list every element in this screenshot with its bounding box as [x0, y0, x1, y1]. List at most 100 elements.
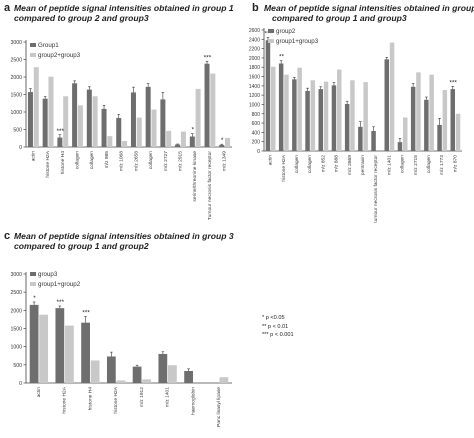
panel-b-title-line2: compared to group 1 and group3 [272, 13, 407, 23]
chart-b-bar-group [305, 90, 310, 151]
chart-b-xtick-label: m/z 852 [320, 155, 326, 173]
chart-b-bar-group [410, 86, 416, 151]
chart-b-significance-mark: *** [265, 30, 273, 37]
chart-c-xtick-label: haemoglobin [190, 387, 196, 415]
panel-b-title: Mean of peptide signal intensities obtai… [264, 3, 474, 23]
chart-c-xtick-label: histone H4 [87, 387, 93, 411]
chart-b-ytick-label: 1600 [249, 75, 260, 81]
chart-a-significance-mark: * [191, 127, 194, 134]
significance-p001: *** p < 0.001 [262, 332, 294, 338]
chart-c-ytick-label: 1000 [10, 345, 22, 351]
chart-a-bar-group [27, 92, 33, 147]
chart-b-ytick-label: 2400 [249, 37, 260, 43]
panel-letter-a: a [4, 2, 11, 14]
chart-a-ytick-label: 2000 [10, 75, 22, 81]
chart-b-bar-combined [403, 117, 408, 151]
chart-b-significance-mark: *** [449, 79, 457, 86]
chart-c-bar-group [184, 371, 193, 383]
chart-b-bar-combined [350, 80, 355, 151]
chart-c-ytick-label: 500 [13, 363, 22, 369]
chart-c-bar-group [29, 304, 39, 383]
chart-a-significance-mark: *** [56, 128, 64, 135]
chart-b-ytick-label: 2200 [249, 47, 260, 53]
panel-c: c Mean of peptide signal intensities obt… [0, 228, 240, 438]
panel-c-title-line1: Mean of peptide signal intensities obtai… [14, 231, 234, 241]
chart-b-bar-combined [337, 69, 342, 151]
chart-c-bar-group [81, 322, 90, 383]
chart-b-xtick-label: m/z 1401 [386, 155, 392, 175]
chart-b-bar-combined [455, 113, 461, 151]
chart-a-bar-group [72, 83, 78, 147]
chart-b-ytick-label: 1800 [249, 65, 260, 71]
chart-c-significance-mark: * [33, 295, 36, 302]
chart-c-bar-combined [39, 314, 49, 383]
chart-a-legend-swatch [30, 43, 36, 47]
chart-c-ytick-label: 2500 [10, 290, 22, 296]
panel-letter-c: c [4, 230, 11, 242]
chart-a-bar-group [116, 117, 122, 147]
chart-b-bar-group [450, 89, 455, 151]
chart-a-bar-group [86, 89, 92, 147]
chart-b-xtick-label: m/z 1773 [439, 155, 445, 175]
chart-b-legend-label: group2 [276, 28, 296, 35]
chart-b-bar-combined [389, 42, 395, 151]
chart-a-ytick-label: 3000 [10, 40, 22, 46]
chart-a-ytick-label: 1000 [10, 110, 22, 116]
chart-c-bar-group [106, 356, 116, 383]
chart-a-bar-combined [107, 136, 113, 147]
chart-c-bar-combined [65, 325, 74, 383]
chart-b-bar-combined [442, 90, 448, 151]
chart-b-legend-swatch [268, 29, 274, 33]
chart-b-ytick-label: 1200 [249, 93, 260, 99]
panel-b: b Mean of peptide signal intensities obt… [236, 0, 474, 226]
chart-b-ytick-label: 800 [252, 112, 261, 118]
chart-a-legend-label: Group1 [38, 42, 59, 49]
chart-b-xtick-label: m/z 2715 [413, 155, 419, 175]
chart-a-xtick-label: serine/threonine kinase [192, 151, 198, 202]
panel-letter-b: b [252, 2, 259, 14]
chart-a-bar-combined [48, 76, 54, 147]
chart-c-ytick-label: 3000 [10, 272, 22, 278]
chart-c: 0 500 1000 1500 2000 2500 3000 actin histone H2A… [10, 271, 232, 427]
chart-a-bar-combined [122, 141, 128, 147]
chart-a-xtick-label: m/z 2658 [133, 151, 139, 171]
chart-a-xtick-label: collagen [148, 151, 154, 169]
chart-c-bar-combined [142, 379, 152, 383]
chart-b-bar-group [437, 124, 442, 151]
chart-c-significance-mark: *** [82, 310, 90, 317]
chart-c-ytick-label: 2000 [10, 308, 22, 314]
chart-c-xtick-label: actin [36, 387, 42, 398]
chart-b-bar-combined [323, 81, 329, 151]
chart-b-xtick-label: m/z 888 [334, 155, 340, 173]
chart-c-legend-label: group1+group2 [38, 281, 81, 288]
chart-b-bar-combined [429, 74, 434, 151]
significance-p05: * p <0.05 [262, 315, 285, 321]
chart-a-bar-group [145, 86, 151, 147]
chart-c-xtick-label: m/z 1401 [165, 387, 171, 407]
chart-b-bar-combined [271, 66, 276, 151]
chart-a-bar-combined [180, 131, 186, 147]
chart-c-ytick-label: 1500 [10, 327, 22, 333]
chart-a-bar-group [130, 92, 136, 147]
chart-b-bar-group [371, 130, 376, 151]
chart-b-bar-group [424, 99, 429, 151]
chart-a-bar-combined [225, 137, 231, 147]
chart-b-ytick-label: 400 [252, 130, 261, 136]
chart-b-bar-group [384, 59, 389, 151]
significance-p01: ** p < 0.01 [262, 323, 289, 330]
chart-a-xtick-label: Tumour necrosis factor receptor [207, 151, 213, 220]
chart-a-significance-mark: *** [204, 54, 212, 61]
chart-c-legend-label: group3 [38, 271, 58, 278]
chart-b-ytick-label: 600 [252, 121, 261, 127]
chart-b-xtick-label: collagen [307, 155, 313, 173]
chart-a-bar-group [189, 136, 195, 147]
panel-a-title: Mean of peptide signal intensities obtai… [14, 3, 234, 23]
chart-b-bar-group [358, 126, 363, 151]
chart-a-ytick-label: 500 [13, 128, 22, 134]
chart-b-ytick-label: 1000 [249, 102, 260, 108]
panel-c-title: Mean of peptide signal intensities obtai… [14, 231, 234, 251]
chart-a-bar-group [175, 144, 181, 147]
panel-a-title-line2: compared to group 2 and group3 [14, 13, 149, 23]
chart-b-ytick-label: 2600 [249, 28, 260, 34]
chart-b-xtick-label: pentraxin [360, 155, 366, 175]
